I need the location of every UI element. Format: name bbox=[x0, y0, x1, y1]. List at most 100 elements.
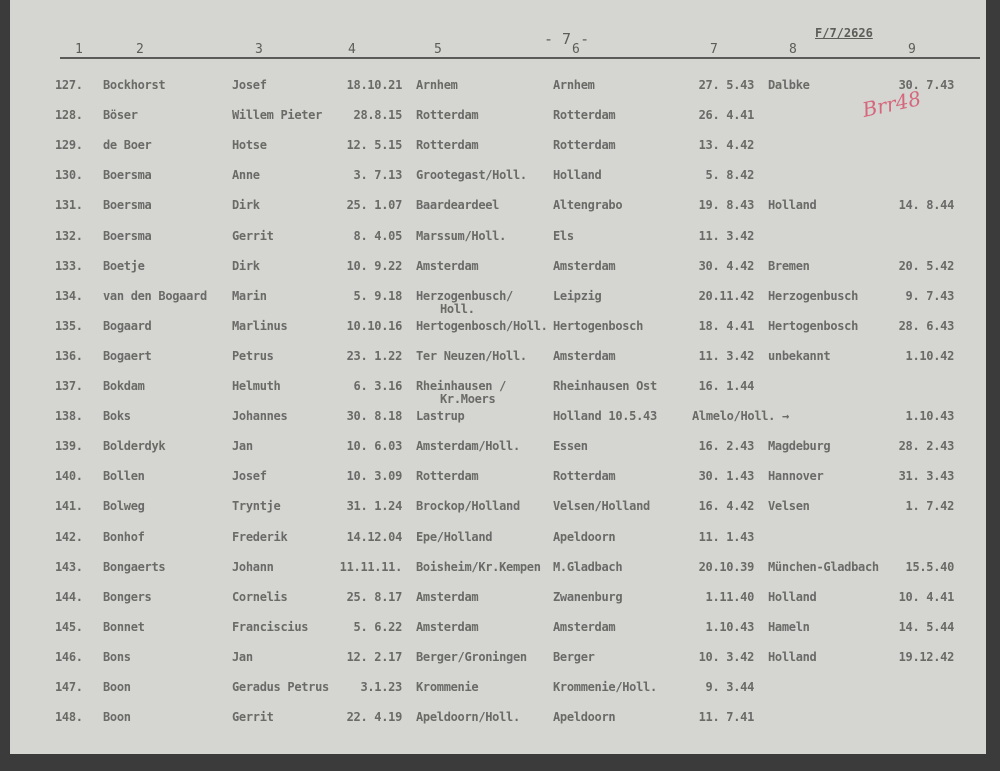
cell-date-in: 26. 4.41 bbox=[698, 108, 755, 123]
cell-to: Velsen bbox=[768, 499, 810, 514]
cell-birthplace: Rotterdam bbox=[416, 469, 479, 484]
cell-date-out: 9. 7.43 bbox=[905, 288, 955, 303]
cell-first: Jan bbox=[232, 439, 253, 454]
cell-first: Franciscius bbox=[232, 619, 309, 634]
cell-date-out: 31. 3.43 bbox=[898, 469, 955, 484]
cell-date-in: 13. 4.42 bbox=[698, 138, 755, 153]
cell-from: M.Gladbach bbox=[553, 559, 623, 574]
cell-date-out: 20. 5.42 bbox=[898, 258, 955, 273]
cell-date-in: 5. 8.42 bbox=[705, 168, 755, 183]
cell-birthplace: Lastrup bbox=[416, 409, 465, 424]
cell-from: Rotterdam bbox=[553, 108, 616, 123]
cell-no: 146. bbox=[55, 649, 83, 664]
cell-from: Leipzig bbox=[553, 288, 602, 303]
column-header: 5 bbox=[434, 42, 442, 57]
cell-no: 131. bbox=[55, 198, 83, 213]
cell-first: Jan bbox=[232, 649, 253, 664]
cell-no: 137. bbox=[55, 379, 83, 393]
cell-birthplace: Berger/Groningen bbox=[416, 649, 527, 664]
cell-date-in: 16. 1.44 bbox=[698, 379, 755, 393]
cell-birthplace: Marssum/Holl. bbox=[416, 228, 507, 243]
header-rule bbox=[60, 57, 980, 59]
cell-birthplace: Baardeardeel bbox=[416, 198, 500, 213]
cell-no: 135. bbox=[55, 318, 83, 333]
cell-born: 10. 9.22 bbox=[346, 258, 403, 273]
cell-to: Dalbke bbox=[768, 78, 810, 92]
cell-from: Krommenie/Holl. bbox=[553, 680, 657, 694]
column-header: 2 bbox=[136, 42, 144, 57]
cell-date-in: 11. 1.43 bbox=[698, 529, 755, 544]
cell-first: Helmuth bbox=[232, 379, 281, 393]
cell-no: 129. bbox=[55, 138, 83, 153]
cell-born: 14.12.04 bbox=[346, 529, 403, 544]
cell-surname: Bonhof bbox=[103, 529, 145, 544]
cell-born: 5. 9.18 bbox=[353, 288, 403, 303]
cell-first: Josef bbox=[232, 469, 267, 484]
cell-no: 139. bbox=[55, 439, 83, 454]
cell-first: Dirk bbox=[232, 198, 260, 213]
cell-birthplace: Boisheim/Kr.Kempen bbox=[416, 559, 541, 574]
cell-first: Frederik bbox=[232, 529, 288, 544]
cell-from: Altengrabo bbox=[553, 198, 623, 213]
cell-first: Josef bbox=[232, 78, 267, 92]
cell-to: Holland bbox=[768, 198, 817, 213]
cell-from: Rotterdam bbox=[553, 469, 616, 484]
cell-date-in: 18. 4.41 bbox=[698, 318, 755, 333]
cell-no: 128. bbox=[55, 108, 83, 123]
cell-surname: Boks bbox=[103, 409, 131, 424]
cell-born: 11.11.11. bbox=[339, 559, 403, 574]
cell-surname: Bolweg bbox=[103, 499, 145, 514]
cell-from: Essen bbox=[553, 439, 588, 454]
column-header: 9 bbox=[908, 42, 916, 57]
cell-no: 147. bbox=[55, 680, 83, 694]
cell-born: 18.10.21 bbox=[346, 78, 403, 92]
cell-born: 3. 7.13 bbox=[353, 168, 403, 183]
cell-date-out: 14. 5.44 bbox=[898, 619, 955, 634]
cell-no: 148. bbox=[55, 710, 83, 725]
cell-birthplace: Brockop/Holland bbox=[416, 499, 520, 514]
cell-date-out: 15.5.40 bbox=[905, 559, 955, 574]
cell-first: Marlinus bbox=[232, 318, 288, 333]
cell-born: 10. 6.03 bbox=[346, 439, 403, 454]
cell-born: 25. 8.17 bbox=[346, 589, 403, 604]
cell-surname: Boersma bbox=[103, 168, 152, 183]
column-header: 7 bbox=[710, 42, 718, 57]
cell-from: Velsen/Holland bbox=[553, 499, 650, 514]
cell-born: 12. 2.17 bbox=[346, 649, 403, 664]
cell-no: 144. bbox=[55, 589, 83, 604]
cell-first: Dirk bbox=[232, 258, 260, 273]
cell-from: Hertogenbosch bbox=[553, 318, 644, 333]
cell-date-in: 19. 8.43 bbox=[698, 198, 755, 213]
cell-date-in: 11. 3.42 bbox=[698, 228, 755, 243]
cell-born: 22. 4.19 bbox=[346, 710, 403, 725]
cell-surname: Boersma bbox=[103, 228, 152, 243]
cell-from: Berger bbox=[553, 649, 595, 664]
cell-no: 133. bbox=[55, 258, 83, 273]
cell-date-in: 20.10.39 bbox=[698, 559, 755, 574]
cell-birthplace: Amsterdam bbox=[416, 619, 479, 634]
cell-no: 127. bbox=[55, 78, 83, 92]
cell-surname: Boetje bbox=[103, 258, 145, 273]
cell-birthplace: Herzogenbusch/ bbox=[416, 288, 513, 303]
cell-to: Holland bbox=[768, 649, 817, 664]
cell-surname: Bongers bbox=[103, 589, 152, 604]
cell-first: Johannes bbox=[232, 409, 288, 424]
cell-birthplace-continued: Kr.Moers bbox=[440, 392, 496, 406]
cell-date-in: 16. 4.42 bbox=[698, 499, 755, 514]
cell-date-in: Almelo/Holl. → bbox=[692, 409, 789, 424]
cell-to: Bremen bbox=[768, 258, 810, 273]
cell-first: Willem Pieter bbox=[232, 108, 323, 123]
cell-surname: Bogaard bbox=[103, 318, 152, 333]
cell-from: Holland 10.5.43 bbox=[553, 409, 657, 424]
cell-date-out: 19.12.42 bbox=[898, 649, 955, 664]
cell-from: Holland bbox=[553, 168, 602, 183]
cell-first: Petrus bbox=[232, 348, 274, 363]
cell-surname: Boon bbox=[103, 680, 131, 694]
cell-surname: Bonnet bbox=[103, 619, 145, 634]
cell-from: Rotterdam bbox=[553, 138, 616, 153]
cell-date-out: 1.10.43 bbox=[905, 409, 955, 424]
cell-born: 10.10.16 bbox=[346, 318, 403, 333]
cell-first: Marin bbox=[232, 288, 267, 303]
cell-birthplace: Hertogenbosch/Holl. bbox=[416, 318, 548, 333]
